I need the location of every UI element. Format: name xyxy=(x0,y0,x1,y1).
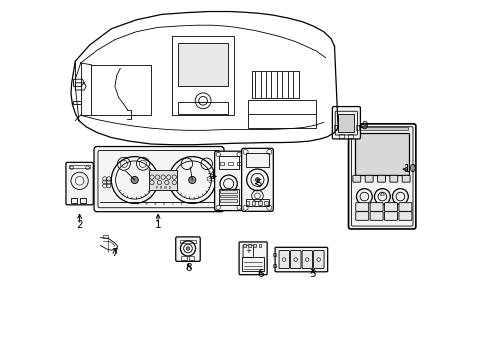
Text: 9: 9 xyxy=(361,121,367,131)
Bar xyxy=(188,256,194,260)
Bar xyxy=(272,253,276,256)
Bar xyxy=(347,134,352,138)
FancyBboxPatch shape xyxy=(313,251,324,269)
Text: P R N D: P R N D xyxy=(156,186,171,190)
FancyBboxPatch shape xyxy=(94,147,224,212)
Bar xyxy=(149,170,177,190)
Text: +: + xyxy=(244,248,250,254)
FancyBboxPatch shape xyxy=(332,107,360,139)
Text: 1: 1 xyxy=(155,220,161,230)
Circle shape xyxy=(186,247,189,250)
FancyBboxPatch shape xyxy=(290,251,301,269)
Bar xyxy=(220,190,237,193)
FancyBboxPatch shape xyxy=(377,175,385,182)
FancyBboxPatch shape xyxy=(66,162,93,205)
FancyBboxPatch shape xyxy=(384,212,397,220)
Bar xyxy=(178,43,228,86)
Bar xyxy=(80,198,86,203)
FancyBboxPatch shape xyxy=(239,242,266,275)
Bar xyxy=(251,71,298,98)
Bar xyxy=(333,125,336,130)
Text: 3: 3 xyxy=(309,269,316,279)
Text: 6: 6 xyxy=(257,269,264,279)
FancyBboxPatch shape xyxy=(275,247,327,272)
Bar xyxy=(228,162,232,165)
Circle shape xyxy=(188,176,196,184)
Bar xyxy=(178,102,228,114)
Bar xyxy=(236,162,241,165)
Circle shape xyxy=(255,178,259,182)
Bar xyxy=(181,256,186,260)
Bar xyxy=(253,244,256,247)
Bar xyxy=(258,244,261,247)
Text: 10: 10 xyxy=(403,164,416,174)
Bar xyxy=(354,133,408,175)
FancyBboxPatch shape xyxy=(352,175,360,182)
Bar xyxy=(71,198,77,203)
Bar xyxy=(103,235,108,238)
Text: 8: 8 xyxy=(185,263,192,273)
Bar xyxy=(218,156,238,169)
Bar xyxy=(264,201,267,205)
Text: 7: 7 xyxy=(111,248,118,258)
FancyBboxPatch shape xyxy=(369,212,382,220)
Bar xyxy=(355,125,358,130)
FancyBboxPatch shape xyxy=(401,175,409,182)
FancyBboxPatch shape xyxy=(302,251,312,269)
Text: P    R    N    D    2    L: P R N D 2 L xyxy=(137,202,183,207)
FancyBboxPatch shape xyxy=(369,203,382,211)
Bar xyxy=(258,201,261,205)
Circle shape xyxy=(131,176,138,184)
Bar xyxy=(248,244,251,247)
FancyBboxPatch shape xyxy=(389,175,397,182)
FancyBboxPatch shape xyxy=(365,175,372,182)
Bar xyxy=(338,134,343,138)
Bar xyxy=(220,199,237,202)
Bar xyxy=(355,127,407,130)
FancyBboxPatch shape xyxy=(355,203,368,211)
Bar xyxy=(338,114,354,132)
FancyBboxPatch shape xyxy=(398,212,411,220)
FancyBboxPatch shape xyxy=(398,203,411,211)
Bar xyxy=(243,244,246,247)
Bar xyxy=(246,199,268,206)
Bar xyxy=(220,162,224,165)
FancyBboxPatch shape xyxy=(384,203,397,211)
Bar xyxy=(172,36,233,115)
Bar xyxy=(218,189,238,205)
Bar xyxy=(247,100,316,128)
FancyBboxPatch shape xyxy=(279,251,289,269)
Bar xyxy=(251,201,255,205)
FancyBboxPatch shape xyxy=(355,212,368,220)
FancyBboxPatch shape xyxy=(175,237,200,261)
Bar xyxy=(245,201,249,205)
Bar xyxy=(220,194,237,197)
FancyBboxPatch shape xyxy=(214,151,242,211)
FancyBboxPatch shape xyxy=(241,148,273,211)
Text: 5: 5 xyxy=(255,179,262,189)
Bar xyxy=(245,153,268,167)
FancyBboxPatch shape xyxy=(348,124,415,229)
Text: 4: 4 xyxy=(208,171,215,181)
Bar xyxy=(242,257,264,271)
Bar xyxy=(69,165,90,168)
Bar xyxy=(272,264,276,267)
Bar xyxy=(180,240,196,243)
Text: 2: 2 xyxy=(76,220,83,230)
